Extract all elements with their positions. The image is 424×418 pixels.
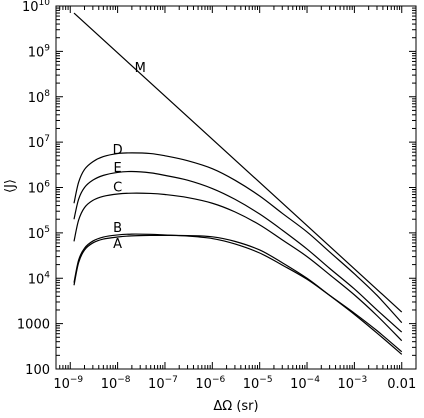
tick-labels: 10−9 10−8 10−7 10−6 10−5 10−4 10−3 0.01 100 1000 1…: [17, 0, 416, 392]
plot-frame: [55, 5, 417, 370]
curve-A: [73, 234, 403, 355]
curves: [73, 12, 403, 355]
x-tick-label: 10−3: [337, 375, 367, 392]
y-tick-label: 105: [28, 225, 50, 242]
y-tick-label: 109: [28, 43, 51, 60]
y-tick-label: 100: [25, 363, 50, 378]
y-tick-label: 1000: [17, 318, 50, 333]
axis-ticks: [55, 5, 416, 370]
y-tick-label: 1010: [22, 0, 50, 15]
x-axis-title: ΔΩ (sr): [213, 399, 258, 414]
curve-D: [73, 152, 403, 324]
x-tick-label: 10−9: [53, 375, 83, 392]
y-tick-label: 108: [28, 89, 51, 106]
curve-label-E: E: [114, 161, 122, 176]
curve-E: [73, 170, 403, 333]
y-tick-label: 104: [28, 270, 51, 287]
curve-labels: M DEC BA: [113, 61, 146, 252]
y-axis-title: ⟨J⟩: [3, 179, 18, 193]
curve-M: [73, 12, 403, 313]
x-tick-label: 0.01: [387, 377, 416, 392]
curve-label-B: B: [113, 221, 122, 236]
curve-label-C: C: [113, 181, 122, 196]
curve-label-D: D: [113, 143, 123, 158]
x-tick-label: 10−6: [195, 375, 225, 392]
x-tick-label: 10−5: [243, 375, 273, 392]
curve-label-M: M: [135, 61, 146, 76]
x-tick-label: 10−4: [290, 375, 320, 392]
curve-label-A: A: [113, 237, 122, 252]
curve-C: [73, 192, 403, 342]
y-tick-label: 106: [28, 180, 51, 197]
x-tick-label: 10−8: [101, 375, 131, 392]
y-tick-label: 107: [28, 134, 50, 151]
x-tick-label: 10−7: [148, 375, 178, 392]
